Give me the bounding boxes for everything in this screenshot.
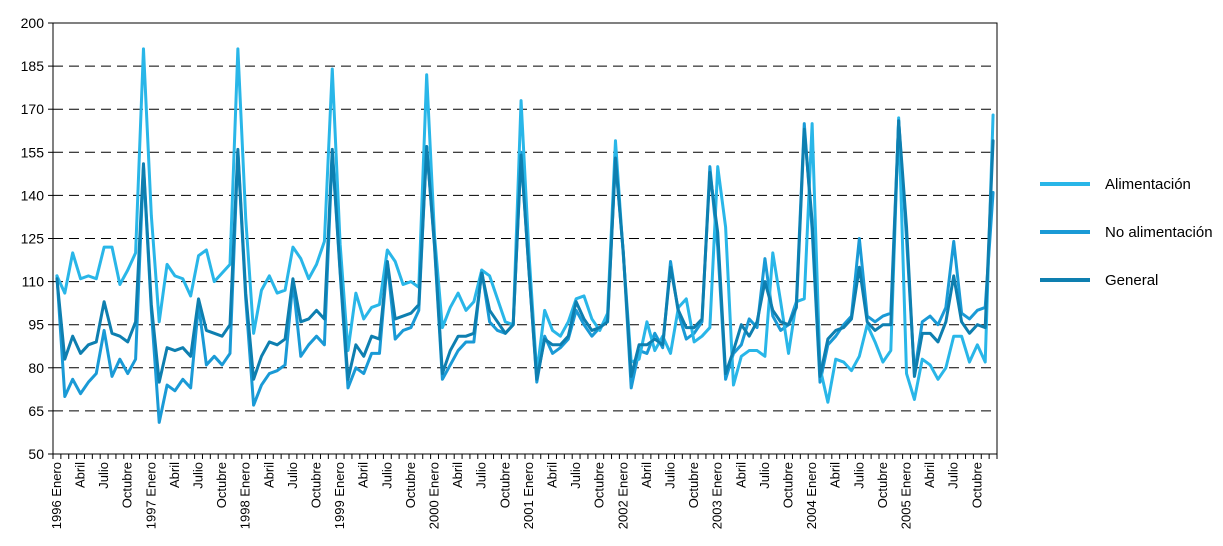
series-line-1 (55, 47, 995, 404)
x-tick-label: Octubre (875, 462, 890, 508)
x-tick-label: Abril (545, 462, 560, 488)
x-tick-label: Octubre (403, 462, 418, 508)
x-tick-label: 1998 Enero (238, 462, 253, 529)
x-tick-label: Abril (450, 462, 465, 488)
y-tick-label: 155 (21, 144, 45, 160)
y-tick-label: 110 (22, 274, 45, 290)
x-tick-label: Abril (922, 462, 937, 488)
x-tick-label: Abril (639, 462, 654, 488)
x-tick-label: Octubre (214, 462, 229, 508)
x-tick-label: 2004 Enero (804, 462, 819, 529)
x-tick-label: 2000 Enero (427, 462, 442, 529)
y-tick-label: 185 (21, 58, 45, 74)
x-tick-label: 1996 Enero (49, 462, 64, 529)
legend: Alimentación No alimentación General (1040, 176, 1213, 289)
x-tick-label: Julio (474, 462, 489, 489)
x-axis: 1996 Enero Abril Julio Octubre 1997 Enero Abr… (49, 454, 998, 529)
x-tick-label: Julio (851, 462, 866, 489)
x-tick-label: Julio (757, 462, 772, 489)
y-tick-label: 200 (21, 15, 45, 31)
x-tick-label: Julio (96, 462, 111, 489)
y-tick-label: 140 (21, 187, 45, 203)
x-tick-label: Julio (379, 462, 394, 489)
x-tick-label: Abril (73, 462, 88, 488)
y-tick-label: 80 (28, 360, 44, 376)
x-tick-label: Octubre (309, 462, 324, 508)
x-tick-label: Julio (191, 462, 206, 489)
x-tick-label: 1999 Enero (332, 462, 347, 529)
x-tick-label: Octubre (497, 462, 512, 508)
y-tick-label: 95 (28, 317, 44, 333)
legend-label: Alimentación (1105, 176, 1191, 193)
x-tick-label: Octubre (120, 462, 135, 508)
x-tick-label: 2005 Enero (899, 462, 914, 529)
x-tick-label: Abril (733, 462, 748, 488)
x-tick-label: Octubre (781, 462, 796, 508)
x-tick-label: 2001 Enero (521, 462, 536, 529)
legend-label: No alimentación (1105, 224, 1213, 241)
series-lines (55, 47, 995, 424)
x-tick-label: Abril (261, 462, 276, 488)
y-tick-label: 50 (28, 446, 44, 462)
x-tick-label: Julio (663, 462, 678, 489)
series-line-3 (55, 119, 995, 384)
y-tick-label: 170 (21, 101, 45, 117)
x-tick-label: Octubre (686, 462, 701, 508)
x-tick-label: Julio (568, 462, 583, 489)
x-tick-label: 2002 Enero (615, 462, 630, 529)
x-tick-label: 1997 Enero (143, 462, 158, 529)
x-tick-label: Abril (167, 462, 182, 488)
x-tick-label: Octubre (969, 462, 984, 508)
legend-label: General (1105, 272, 1158, 289)
x-tick-label: Abril (356, 462, 371, 488)
y-tick-label: 125 (21, 231, 45, 247)
y-axis: 50 65 80 95 110 125 140 155 170 185 200 (21, 15, 53, 462)
x-tick-label: 2003 Enero (710, 462, 725, 529)
x-tick-label: Julio (946, 462, 961, 489)
x-tick-label: Abril (828, 462, 843, 488)
x-tick-label: Octubre (592, 462, 607, 508)
x-tick-label: Julio (285, 462, 300, 489)
y-tick-label: 65 (28, 403, 44, 419)
